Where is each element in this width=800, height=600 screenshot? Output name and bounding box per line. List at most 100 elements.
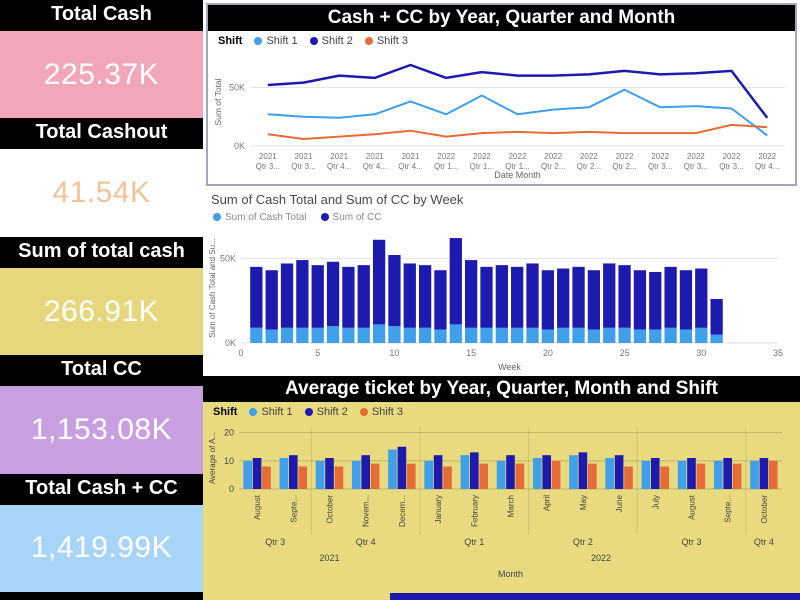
- svg-text:Qtr 4: Qtr 4: [754, 537, 774, 547]
- svg-text:January: January: [434, 495, 443, 523]
- svg-text:5: 5: [315, 348, 320, 358]
- svg-text:May: May: [579, 495, 588, 510]
- series-shift-3: [267, 123, 768, 140]
- svg-text:Qtr 1...: Qtr 1...: [505, 162, 529, 171]
- legend-item-shift-3[interactable]: Shift 3: [364, 35, 408, 47]
- svg-text:30: 30: [696, 348, 706, 358]
- svg-text:February: February: [470, 495, 479, 527]
- svg-text:2022: 2022: [437, 152, 455, 161]
- svg-text:Novem...: Novem...: [362, 495, 371, 527]
- svg-text:Qtr 3...: Qtr 3...: [291, 162, 315, 171]
- svg-text:20: 20: [224, 428, 234, 438]
- legend-label: Shift 1: [261, 405, 293, 418]
- series-shift-3: [262, 460, 778, 489]
- legend-item-shift-3[interactable]: Shift 3: [359, 405, 404, 418]
- grouped-bar-title: Average ticket by Year, Quarter, Month a…: [203, 376, 800, 402]
- legend-item-shift-1[interactable]: Shift 1: [254, 34, 298, 47]
- grouped-bar-chart[interactable]: 0 10 20 Average of A... August Septe... Octobe…: [205, 421, 790, 589]
- kpi-card-value: 1,153.08K: [0, 386, 203, 474]
- kpi-card-title: Total CC: [0, 355, 203, 387]
- svg-text:Decem...: Decem...: [398, 495, 407, 527]
- svg-text:Sum of Cash Total and Su...: Sum of Cash Total and Su...: [208, 238, 217, 337]
- svg-text:0: 0: [238, 348, 243, 358]
- svg-text:2022: 2022: [758, 152, 776, 161]
- legend-dot-icon: [304, 407, 313, 416]
- svg-text:Septe...: Septe...: [289, 495, 298, 523]
- charts-area: Cash + CC by Year, Quarter and Month Shi…: [203, 0, 800, 600]
- svg-text:Qtr 3: Qtr 3: [265, 537, 285, 547]
- legend-item-sum-of-cc[interactable]: Sum of CC: [320, 212, 381, 223]
- svg-text:August: August: [688, 494, 697, 520]
- svg-text:10: 10: [224, 456, 234, 466]
- legend-title: Shift: [218, 34, 243, 47]
- kpi-card-title: Total Cash: [0, 0, 203, 31]
- kpi-card-total-cash: Total Cash 225.37K: [0, 0, 203, 119]
- svg-text:October: October: [326, 495, 335, 524]
- svg-text:2021: 2021: [330, 152, 348, 161]
- svg-text:Qtr 4...: Qtr 4...: [327, 162, 351, 171]
- kpi-card-value: 266.91K: [0, 267, 203, 356]
- svg-text:Sum of Total: Sum of Total: [213, 78, 223, 125]
- svg-text:Septe...: Septe...: [724, 495, 733, 523]
- svg-text:Qtr 4: Qtr 4: [356, 537, 376, 547]
- svg-text:October: October: [760, 495, 769, 524]
- svg-text:Qtr 3...: Qtr 3...: [719, 162, 743, 171]
- svg-text:April: April: [543, 495, 552, 511]
- svg-text:Qtr 2: Qtr 2: [573, 537, 593, 547]
- stacked-bar-panel: Sum of Cash Total and Sum of CC by Week …: [203, 188, 800, 376]
- svg-text:Qtr 4...: Qtr 4...: [755, 162, 779, 171]
- svg-text:2021: 2021: [295, 152, 313, 161]
- svg-text:Qtr 2...: Qtr 2...: [612, 162, 636, 171]
- legend-item-shift-1[interactable]: Shift 1: [249, 405, 293, 418]
- svg-text:20: 20: [543, 348, 553, 358]
- kpi-card-value: 1,419.99K: [0, 504, 203, 593]
- svg-text:0K: 0K: [234, 141, 245, 151]
- svg-text:2022: 2022: [591, 553, 611, 563]
- kpi-card-sum-of-total-cash: Sum of total cash 266.91K: [0, 236, 203, 356]
- legend-label: Shift 3: [371, 405, 404, 418]
- kpi-card-value: 41.54K: [0, 149, 203, 237]
- stacked-bar-title: Sum of Cash Total and Sum of CC by Week: [211, 192, 464, 207]
- legend-item-sum-of-cash-total[interactable]: Sum of Cash Total: [213, 212, 307, 223]
- series-shift-2: [252, 446, 769, 489]
- svg-text:2022: 2022: [723, 152, 741, 161]
- svg-text:2021: 2021: [402, 152, 420, 161]
- line-chart-panel: Cash + CC by Year, Quarter and Month Shi…: [206, 3, 797, 186]
- legend-dot-icon: [320, 213, 329, 221]
- line-chart-title: Cash + CC by Year, Quarter and Month: [208, 5, 795, 31]
- legend-item-shift-2[interactable]: Shift 2: [309, 34, 353, 47]
- series-sum-of-cc: [250, 238, 723, 335]
- bottom-scroll-strip: [390, 593, 800, 600]
- svg-text:Qtr 3...: Qtr 3...: [684, 162, 708, 171]
- svg-text:2022: 2022: [687, 152, 705, 161]
- legend-label: Shift 2: [321, 34, 353, 47]
- stacked-bar-legend: Sum of Cash Total Sum of CC: [203, 209, 800, 225]
- kpi-card-value: 225.37K: [0, 31, 203, 119]
- svg-text:2021: 2021: [319, 553, 339, 563]
- svg-text:June: June: [615, 494, 624, 512]
- svg-text:Qtr 4...: Qtr 4...: [398, 162, 422, 171]
- series-shift-1: [243, 449, 759, 489]
- sidebar-footer-bar: [0, 592, 203, 600]
- svg-text:Qtr 1...: Qtr 1...: [434, 162, 458, 171]
- legend-item-shift-2[interactable]: Shift 2: [304, 406, 348, 418]
- svg-text:2022: 2022: [544, 152, 562, 161]
- svg-text:Qtr 1: Qtr 1: [464, 537, 484, 547]
- grouped-bar-panel: Average ticket by Year, Quarter, Month a…: [203, 376, 800, 600]
- svg-text:Qtr 1...: Qtr 1...: [470, 162, 494, 171]
- kpi-card-title: Sum of total cash: [0, 236, 203, 268]
- svg-text:2021: 2021: [366, 152, 384, 161]
- svg-text:July: July: [651, 495, 660, 509]
- svg-text:10: 10: [389, 348, 399, 358]
- svg-text:15: 15: [466, 348, 476, 358]
- svg-text:35: 35: [773, 348, 783, 358]
- svg-text:Qtr 2...: Qtr 2...: [541, 162, 565, 171]
- series-shift-2: [267, 63, 769, 119]
- legend-label: Shift 1: [266, 34, 298, 47]
- svg-text:Month: Month: [498, 569, 523, 579]
- svg-text:Qtr 4...: Qtr 4...: [363, 162, 387, 171]
